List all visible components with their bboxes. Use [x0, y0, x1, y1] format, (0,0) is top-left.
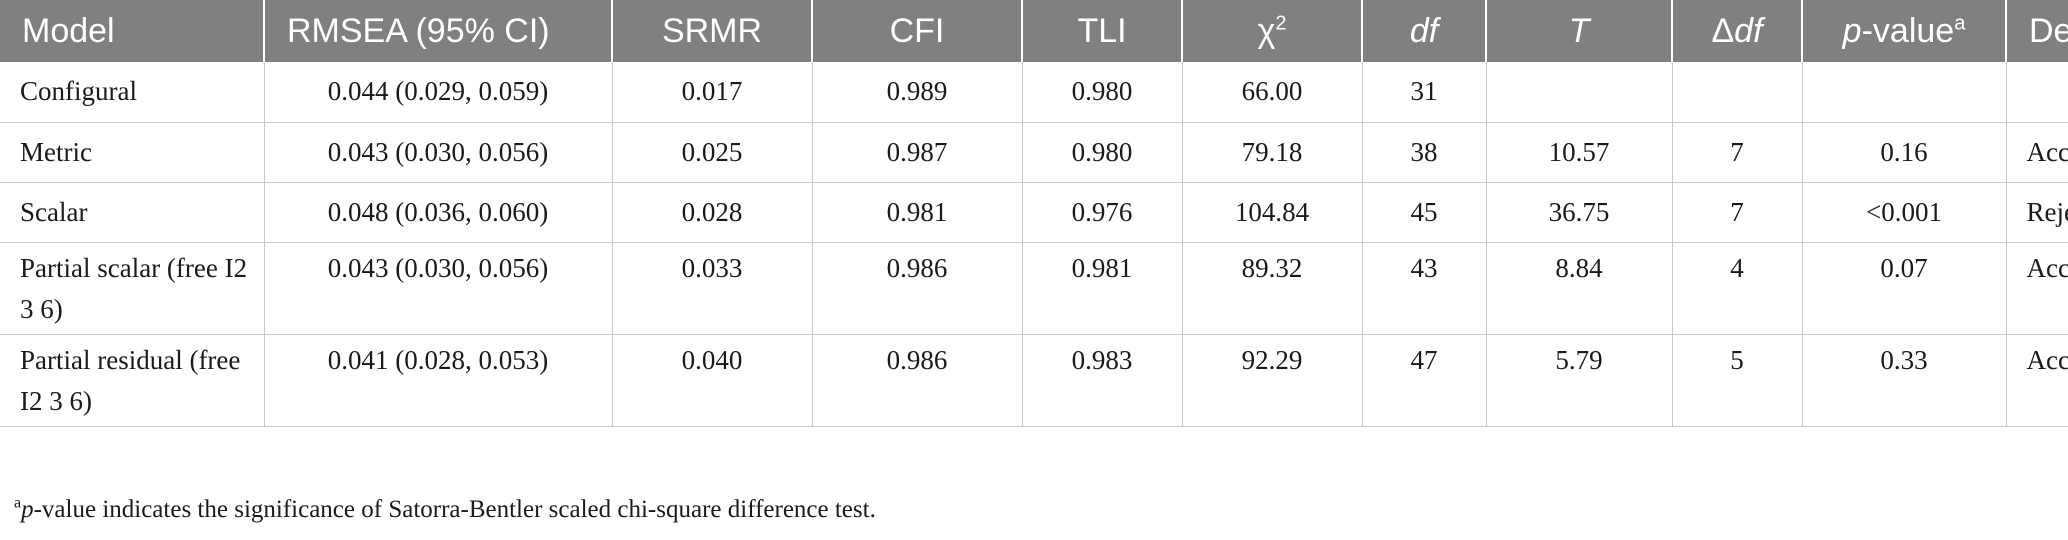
cell-df: 47 — [1361, 333, 1487, 427]
cell-delta-df — [1671, 62, 1803, 123]
p-italic: p — [1842, 11, 1862, 50]
cell-p-value: 0.16 — [1801, 121, 2007, 183]
cell-srmr: 0.033 — [611, 241, 813, 335]
header-row: Model RMSEA (95% CI) SRMR CFI TLI χ2 df … — [0, 0, 2068, 62]
cell-decision: Accept — [2005, 333, 2068, 427]
table-row: Configural 0.044 (0.029, 0.059) 0.017 0.… — [0, 62, 2068, 123]
chi-symbol: χ — [1257, 11, 1276, 50]
table-row: Partial scalar (free I2 3 6) 0.043 (0.03… — [0, 241, 2068, 335]
header-df: df — [1361, 0, 1486, 62]
cell-tli: 0.983 — [1021, 333, 1183, 427]
cell-rmsea: 0.048 (0.036, 0.060) — [263, 181, 613, 243]
cell-model: Metric — [0, 121, 265, 183]
cell-decision — [2005, 62, 2068, 123]
cell-srmr: 0.025 — [611, 121, 813, 183]
cell-chi2: 66.00 — [1181, 62, 1363, 123]
footnote-text: -value indicates the significance of Sat… — [33, 496, 876, 523]
cell-model: Partial scalar (free I2 3 6) — [0, 241, 265, 335]
cell-tli: 0.981 — [1021, 241, 1183, 335]
cell-chi2: 79.18 — [1181, 121, 1363, 183]
cell-model: Partial residual (free I2 3 6) — [0, 333, 265, 427]
cell-chi2: 92.29 — [1181, 333, 1363, 427]
cell-cfi: 0.989 — [811, 62, 1023, 123]
delta-symbol: Δ — [1711, 11, 1735, 50]
cell-chi2: 89.32 — [1181, 241, 1363, 335]
cell-rmsea: 0.043 (0.030, 0.056) — [263, 241, 613, 335]
cell-model: Scalar — [0, 181, 265, 243]
cell-cfi: 0.981 — [811, 181, 1023, 243]
cell-cfi: 0.986 — [811, 241, 1023, 335]
header-rmsea: RMSEA (95% CI) — [263, 0, 612, 62]
cell-delta-df: 7 — [1671, 121, 1803, 183]
delta-df-label: df — [1734, 11, 1763, 50]
cell-cfi: 0.986 — [811, 333, 1023, 427]
cell-df: 43 — [1361, 241, 1487, 335]
cell-delta-df: 7 — [1671, 181, 1803, 243]
cell-p-value — [1801, 62, 2007, 123]
cell-rmsea: 0.044 (0.029, 0.059) — [263, 62, 613, 123]
cell-srmr: 0.028 — [611, 181, 813, 243]
cell-delta-df: 4 — [1671, 241, 1803, 335]
cell-delta-df: 5 — [1671, 333, 1803, 427]
header-srmr: SRMR — [611, 0, 812, 62]
cell-df: 31 — [1361, 62, 1487, 123]
cell-srmr: 0.017 — [611, 62, 813, 123]
header-delta-df: Δdf — [1671, 0, 1802, 62]
cell-decision: Accept — [2005, 121, 2068, 183]
cell-t: 5.79 — [1485, 333, 1673, 427]
cell-tli: 0.980 — [1021, 121, 1183, 183]
cell-t: 10.57 — [1485, 121, 1673, 183]
header-tli: TLI — [1021, 0, 1182, 62]
cell-df: 45 — [1361, 181, 1487, 243]
header-decision: Decision — [2005, 0, 2068, 62]
cell-model: Configural — [0, 62, 265, 123]
chi-superscript: 2 — [1275, 12, 1287, 35]
header-p-value: p-valuea — [1801, 0, 2006, 62]
table-footnote: ap-value indicates the significance of S… — [14, 494, 876, 524]
fit-indices-table: Model RMSEA (95% CI) SRMR CFI TLI χ2 df … — [0, 0, 2068, 427]
table-row: Scalar 0.048 (0.036, 0.060) 0.028 0.981 … — [0, 181, 2068, 243]
cell-tli: 0.976 — [1021, 181, 1183, 243]
header-chi-square: χ2 — [1181, 0, 1362, 62]
header-cfi: CFI — [811, 0, 1022, 62]
cell-chi2: 104.84 — [1181, 181, 1363, 243]
table-row: Metric 0.043 (0.030, 0.056) 0.025 0.987 … — [0, 121, 2068, 183]
cell-rmsea: 0.041 (0.028, 0.053) — [263, 333, 613, 427]
cell-rmsea: 0.043 (0.030, 0.056) — [263, 121, 613, 183]
cell-srmr: 0.040 — [611, 333, 813, 427]
footnote-p-italic: p — [21, 496, 34, 523]
cell-t: 8.84 — [1485, 241, 1673, 335]
cell-t — [1485, 62, 1673, 123]
cell-p-value: 0.33 — [1801, 333, 2007, 427]
p-footnote-marker: a — [1954, 12, 1966, 35]
header-t: T — [1485, 0, 1672, 62]
p-rest: -value — [1861, 11, 1955, 50]
cell-p-value: <0.001 — [1801, 181, 2007, 243]
footnote-marker: a — [14, 494, 22, 512]
cell-t: 36.75 — [1485, 181, 1673, 243]
cell-p-value: 0.07 — [1801, 241, 2007, 335]
cell-cfi: 0.987 — [811, 121, 1023, 183]
cell-df: 38 — [1361, 121, 1487, 183]
table-row: Partial residual (free I2 3 6) 0.041 (0.… — [0, 333, 2068, 427]
header-model: Model — [0, 0, 264, 62]
cell-decision: Accept — [2005, 241, 2068, 335]
cell-tli: 0.980 — [1021, 62, 1183, 123]
table-body: Configural 0.044 (0.029, 0.059) 0.017 0.… — [0, 62, 2068, 427]
cell-decision: Reject — [2005, 181, 2068, 243]
